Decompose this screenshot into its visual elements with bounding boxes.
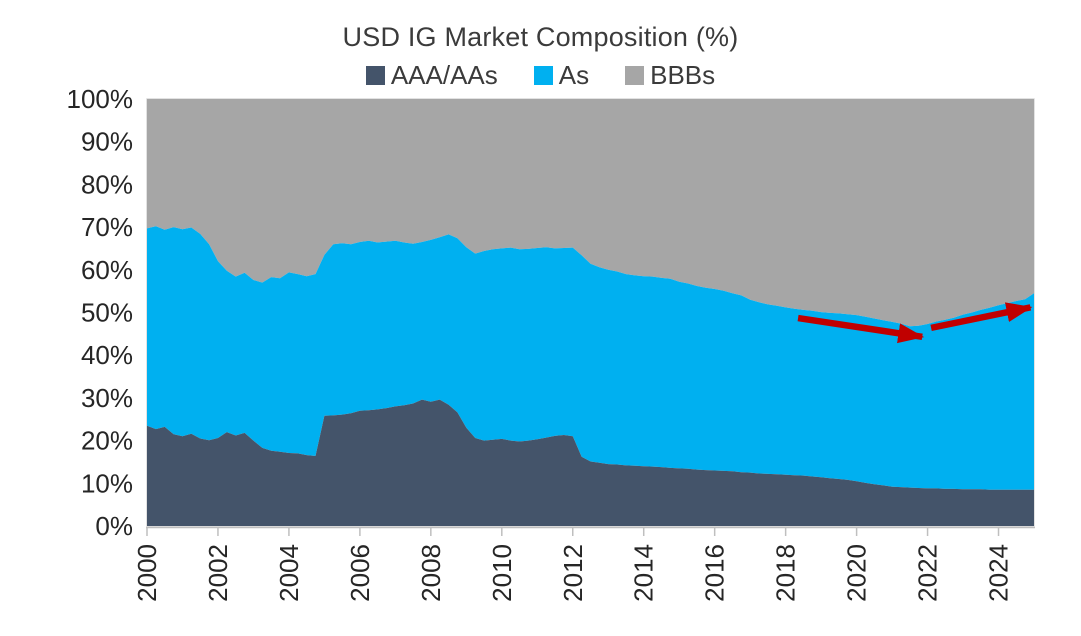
trend-arrow-2	[930, 302, 1033, 332]
chart-title: USD IG Market Composition (%)	[342, 22, 739, 52]
legend-swatch-icon	[625, 66, 645, 85]
y-tick-label: 40%	[81, 340, 133, 370]
y-tick-label: 90%	[81, 127, 133, 157]
area-bbbs	[147, 99, 1034, 327]
x-tick-label: 2004	[274, 544, 304, 602]
area-as	[147, 226, 1034, 490]
y-tick-label: 80%	[81, 169, 133, 199]
chart-legend: AAA/AAs As BBBs	[0, 60, 1081, 91]
x-tick-label: 2008	[416, 544, 446, 602]
x-tick-label: 2018	[771, 544, 801, 602]
y-tick-label: 100%	[67, 84, 134, 114]
x-tick-label: 2020	[842, 544, 872, 602]
legend-swatch-icon	[365, 66, 385, 85]
x-tick-label: 2006	[345, 544, 375, 602]
y-tick-label: 20%	[81, 426, 133, 456]
legend-item-aaa-aas[interactable]: AAA/AAs	[365, 60, 498, 91]
y-tick-label: 70%	[81, 212, 133, 242]
x-tick-label: 2024	[984, 544, 1014, 602]
x-tick-label: 2010	[487, 544, 517, 602]
y-tick-label: 30%	[81, 383, 133, 413]
x-tick-label: 2000	[132, 544, 162, 602]
area-aaa-aas	[147, 399, 1034, 526]
x-tick-label: 2016	[700, 544, 730, 602]
y-tick-label: 50%	[81, 298, 133, 328]
legend-label: As	[558, 60, 590, 90]
x-tick-label: 2002	[203, 544, 233, 602]
x-tick-label: 2014	[629, 544, 659, 602]
y-tick-label: 0%	[95, 511, 133, 541]
y-tick-label: 10%	[81, 468, 133, 498]
legend-label: AAA/AAs	[390, 60, 498, 90]
x-tick-label: 2022	[913, 544, 943, 602]
y-tick-label: 60%	[81, 255, 133, 285]
legend-label: BBBs	[650, 60, 716, 90]
legend-swatch-icon	[533, 66, 553, 85]
x-tick-label: 2012	[558, 544, 588, 602]
legend-item-bbbs[interactable]: BBBs	[625, 60, 715, 91]
trend-arrow-1	[797, 314, 925, 344]
legend-item-as[interactable]: As	[533, 60, 590, 91]
